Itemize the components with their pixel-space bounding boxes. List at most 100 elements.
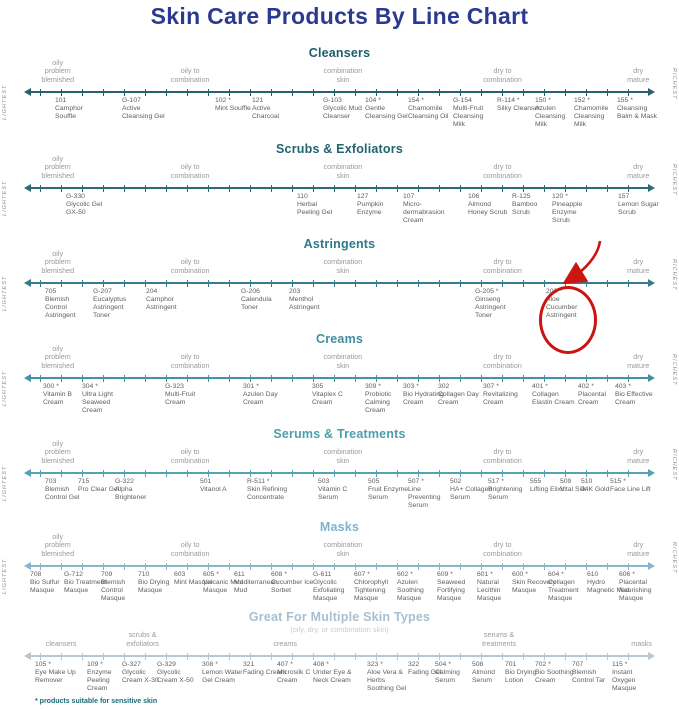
product-label: 104 * Gentle Cleansing Gel [365, 97, 409, 121]
section-creams: Creams oily problem blemished oily to comb… [0, 330, 679, 425]
skin-type-label: oily problem blemished [41, 153, 75, 180]
product-name: Glycolic Mud Cleanser [323, 105, 362, 121]
product-code: 608 * [271, 571, 287, 578]
product-name: Glycolic Gel GX-50 [66, 201, 103, 217]
product-label: 115 * Instant Oxygen Masque [612, 661, 656, 694]
product-label: 708 Bio Sulfur Masque [30, 571, 74, 595]
product-label: 154 * Chamomile Cleansing Oil [408, 97, 452, 121]
product-name: Collagen Elastin Cream [532, 391, 575, 407]
product-name: Mint Masque [174, 579, 213, 587]
product-label: 610 Hydro Magnetic Mud [587, 571, 631, 595]
product-name: Vitaplex C Cream [312, 391, 343, 407]
product-label: 204 Camphor Astringent [146, 288, 190, 312]
axis-arrow-right-icon [648, 374, 655, 382]
product-name: Bio Sulfur Masque [30, 579, 60, 595]
product-code: 308 * [202, 661, 218, 668]
axis-ticks [40, 184, 639, 192]
section-astringents: Astringents oily problem blemished oily to… [0, 235, 679, 330]
product-label: 152 * Chamomile Cleansing Milk [574, 97, 618, 130]
product-label: 508 Almond Serum [472, 661, 516, 685]
product-code: R-511 * [247, 478, 270, 485]
product-name: Eye Make Up Remover [35, 669, 76, 685]
product-label: 603 Mint Masque [174, 571, 218, 587]
product-label: G-207 Eucalyptus Astringent Toner [93, 288, 137, 321]
product-label: 517 * Brightening Serum [488, 478, 532, 502]
product-label: 515 * Face Line Lift [610, 478, 654, 494]
product-code: 154 * [408, 97, 424, 104]
axis-ticks [40, 279, 639, 287]
product-name: Azulen Soothing Masque [397, 579, 424, 603]
product-code: 127 [357, 193, 369, 200]
product-code: 515 * [610, 478, 626, 485]
skin-type-label: dry mature [627, 162, 650, 180]
product-code: 600 * [512, 571, 528, 578]
product-name: Gentle Cleansing Gel [365, 105, 408, 121]
product-label: 305 Vitaplex C Cream [312, 383, 356, 407]
product-code: 120 * [552, 193, 568, 200]
axis-arrow-right-icon [648, 562, 655, 570]
product-label: 107 Micro-dermabrasion Cream [403, 193, 447, 226]
skin-type-scale: oily problem blemished oily to combinatio… [0, 44, 679, 86]
skin-type-scale: oily problem blemished oily to combinatio… [0, 425, 679, 467]
product-code: 157 [618, 193, 630, 200]
product-code: 321 [243, 661, 255, 668]
product-label: 503 Vitamin C Serum [318, 478, 362, 502]
product-code: 115 * [612, 661, 628, 668]
skin-type-label: dry mature [627, 352, 650, 370]
product-name: Vitamin B Cream [43, 391, 72, 407]
product-code: G-327 [122, 661, 141, 668]
product-code: 702 * [535, 661, 551, 668]
product-label: 121 Active Charcoal [252, 97, 296, 121]
product-code: 517 * [488, 478, 504, 485]
product-label: 150 * Azulen Cleansing Milk [535, 97, 579, 130]
product-code: 402 * [578, 383, 594, 390]
axis-ticks [40, 374, 639, 382]
product-code: 305 [312, 383, 324, 390]
product-name: Chamomile Cleansing Milk [574, 105, 609, 129]
skin-type-label: oily to combination [170, 257, 210, 275]
product-code: 707 [572, 661, 584, 668]
skin-type-label: oily problem blemished [41, 57, 75, 84]
section-serums-treatments: Serums & Treatments oily problem blemishe… [0, 425, 679, 518]
product-code: 708 [30, 571, 42, 578]
skin-type-label: masks [631, 638, 653, 648]
product-code: 607 * [354, 571, 370, 578]
product-code: G-329 [157, 661, 176, 668]
product-code: 408 * [313, 661, 329, 668]
product-code: 705 [45, 288, 57, 295]
product-label: 705 Blemish Control Astringent [45, 288, 89, 321]
product-code: 604 * [548, 571, 564, 578]
axis-ticks [40, 562, 639, 570]
product-code: 603 [174, 571, 186, 578]
product-code: 302 [438, 383, 450, 390]
product-label: 504 * Calming Serum [435, 661, 479, 685]
product-name: Ginseng Astringent Toner [475, 296, 506, 320]
product-name: Brightening Serum [488, 486, 523, 502]
product-code: 407 * [277, 661, 293, 668]
product-name: Calendula Toner [241, 296, 272, 312]
section-cleansers: Cleansers oily problem blemished oily to c… [0, 44, 679, 140]
product-code: 610 [587, 571, 599, 578]
product-code: 152 * [574, 97, 590, 104]
product-code: 555 [530, 478, 542, 485]
product-label: 110 Herbal Peeling Gel [297, 193, 341, 217]
product-name: Cucumber Ice Sorbet [271, 579, 314, 595]
product-label: R-511 * Skin Refining Concentrate [247, 478, 291, 502]
product-label: 407 * Microsilk C Cream [277, 661, 321, 685]
product-code: 104 * [365, 97, 381, 104]
product-code: 101 [55, 97, 67, 104]
product-name: Pineapple Enzyme Scrub [552, 201, 583, 225]
product-code: 502 [450, 478, 462, 485]
product-code: 509 [560, 478, 572, 485]
section-title: Astringents [303, 237, 376, 251]
skin-type-label: dry to combination [483, 447, 522, 465]
product-label: G-205 * Ginseng Astringent Toner [475, 288, 519, 321]
product-name: Microsilk C Cream [277, 669, 311, 685]
product-label: 308 * Lemon Water Gel Cream [202, 661, 246, 685]
section-subtitle: (oily, dry, or combination skin) [290, 625, 389, 634]
product-code: G-154 [453, 97, 472, 104]
product-code: 106 [468, 193, 480, 200]
skin-type-scale: oily problem blemished oily to combinatio… [0, 518, 679, 560]
product-label: 601 * Natural Lecithin Masque [477, 571, 521, 604]
product-code: 107 [403, 193, 415, 200]
